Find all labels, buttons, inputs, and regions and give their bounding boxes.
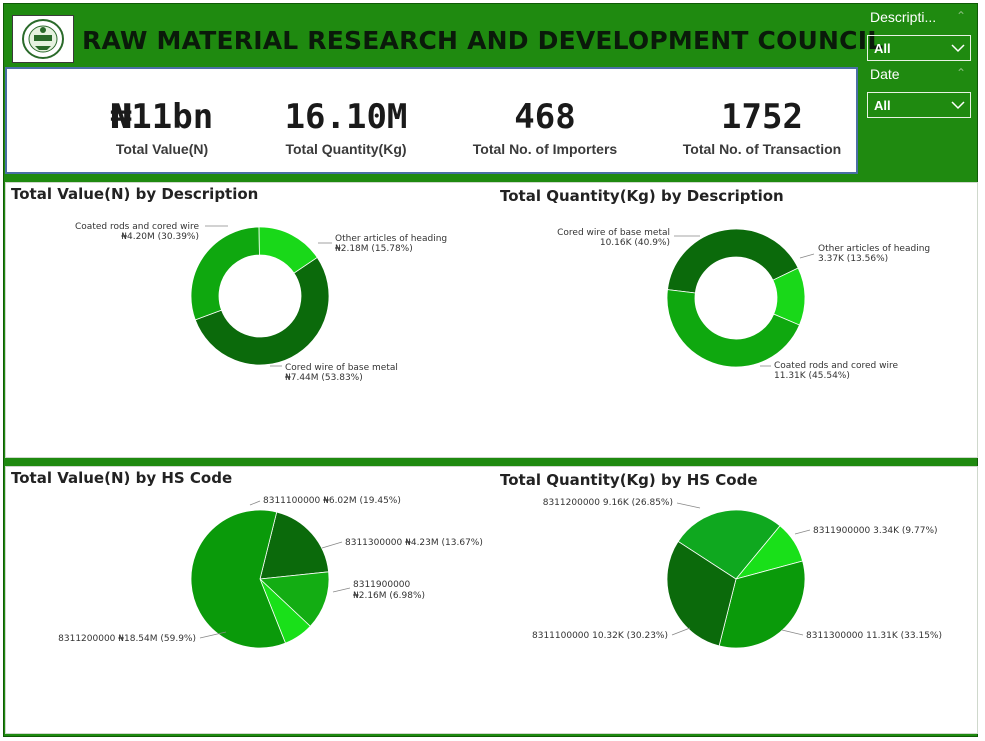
kpi-value: ₦11bn [110,97,214,137]
chart-title: Total Value(N) by HS Code [11,469,233,487]
kpi-total-value: ₦11bn Total Value(N) [67,69,257,157]
kpi-label: Total Value(N) [115,141,209,157]
logo-emblem-icon [22,19,64,59]
date-slicer-label: Date [870,66,900,82]
kpi-label: Total No. of Transaction [682,141,842,157]
kpi-card: ₦11bn Total Value(N) 16.10M Total Quanti… [5,67,858,174]
date-slicer-dropdown[interactable]: All [867,92,971,118]
kpi-total-quantity: 16.10M Total Quantity(Kg) [251,69,441,157]
kpi-value: 1752 [721,97,803,137]
hscode-charts-panel [5,466,978,734]
chevron-up-icon[interactable]: ⌃ [956,66,967,80]
council-logo [12,15,74,63]
kpi-label: Total Quantity(Kg) [285,141,407,157]
description-slicer-dropdown[interactable]: All [867,35,971,61]
chevron-up-icon[interactable]: ⌃ [956,9,967,23]
chevron-down-icon [951,44,965,53]
description-slicer-value: All [874,41,891,56]
kpi-label: Total No. of Importers [472,141,618,157]
page-title: RAW MATERIAL RESEARCH AND DEVELOPMENT CO… [82,26,884,55]
kpi-value: 16.10M [284,97,408,137]
chart-title: Total Quantity(Kg) by HS Code [500,471,758,489]
date-slicer-value: All [874,98,891,113]
kpi-value: 468 [514,97,576,137]
description-charts-panel [5,182,978,458]
description-slicer-label: Descripti... [870,9,937,25]
chevron-down-icon [951,101,965,110]
kpi-total-transactions: 1752 Total No. of Transaction [667,69,857,157]
kpi-total-importers: 468 Total No. of Importers [450,69,640,157]
chart-title: Total Value(N) by Description [11,185,259,203]
chart-title: Total Quantity(Kg) by Description [500,187,784,205]
